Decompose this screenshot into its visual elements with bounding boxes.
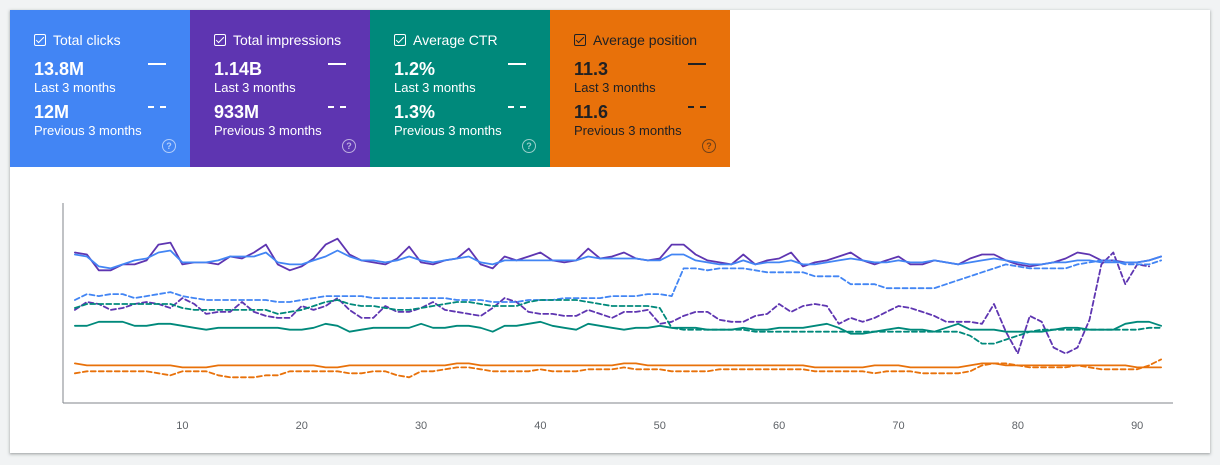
solid-line-legend-icon: [688, 63, 706, 65]
series-line-clicks-previous: [74, 259, 1162, 303]
current-value: 13.8M: [34, 59, 85, 79]
series-line-clicks-current: [74, 249, 1162, 270]
metric-card-total-impressions[interactable]: Total impressions 1.14B Last 3 months 93…: [190, 10, 370, 167]
current-period-label: Last 3 months: [34, 80, 116, 95]
x-tick-label: 50: [654, 420, 666, 432]
previous-metric: 12M Previous 3 months: [34, 102, 190, 139]
metric-title: Total clicks: [53, 32, 121, 48]
previous-metric: 933M Previous 3 months: [214, 102, 370, 139]
previous-period-label: Previous 3 months: [214, 123, 322, 138]
previous-metric: 11.6 Previous 3 months: [574, 102, 730, 139]
x-tick-label: 10: [176, 420, 188, 432]
current-metric: 13.8M Last 3 months: [34, 59, 190, 96]
checkbox-checked-icon[interactable]: [214, 34, 226, 46]
previous-value: 11.6: [574, 102, 609, 122]
x-tick-label: 30: [415, 420, 427, 432]
performance-chart[interactable]: 10 20 30 40 50 60 70 80 90: [10, 167, 1210, 453]
metric-cards: Total clicks 13.8M Last 3 months 12M Pre…: [10, 10, 730, 167]
help-icon[interactable]: ?: [522, 139, 536, 153]
current-period-label: Last 3 months: [574, 80, 656, 95]
x-tick-label: 90: [1131, 420, 1143, 432]
checkbox-checked-icon[interactable]: [34, 34, 46, 46]
help-icon[interactable]: ?: [162, 139, 176, 153]
current-metric: 11.3 Last 3 months: [574, 59, 730, 96]
metric-card-header: Total impressions: [214, 31, 370, 49]
metric-title: Average position: [593, 32, 698, 48]
metric-card-average-position[interactable]: Average position 11.3 Last 3 months 11.6…: [550, 10, 730, 167]
x-tick-label: 60: [773, 420, 785, 432]
previous-value: 933M: [214, 102, 260, 122]
previous-value: 12M: [34, 102, 70, 122]
current-metric: 1.2% Last 3 months: [394, 59, 550, 96]
solid-line-legend-icon: [508, 63, 526, 65]
series-line-position-previous: [74, 358, 1162, 379]
metric-card-header: Average CTR: [394, 31, 550, 49]
series-line-position-current: [74, 362, 1162, 369]
help-icon[interactable]: ?: [342, 139, 356, 153]
metric-title: Total impressions: [233, 32, 342, 48]
series-line-impressions-previous: [74, 251, 1150, 355]
solid-line-legend-icon: [148, 63, 166, 65]
current-period-label: Last 3 months: [214, 80, 296, 95]
x-tick-label: 70: [892, 420, 904, 432]
dashed-line-legend-icon: [328, 106, 346, 108]
series-line-ctr-current: [74, 320, 1162, 335]
previous-value: 1.3%: [394, 102, 436, 122]
previous-period-label: Previous 3 months: [574, 123, 682, 138]
metric-card-header: Average position: [574, 31, 730, 49]
current-value: 1.2%: [394, 59, 436, 79]
dashed-line-legend-icon: [148, 106, 166, 108]
metric-card-header: Total clicks: [34, 31, 190, 49]
previous-metric: 1.3% Previous 3 months: [394, 102, 550, 139]
current-value: 1.14B: [214, 59, 263, 79]
current-period-label: Last 3 months: [394, 80, 476, 95]
x-tick-label: 80: [1012, 420, 1024, 432]
previous-period-label: Previous 3 months: [34, 123, 142, 138]
series-line-impressions-current: [74, 237, 1162, 272]
dashed-line-legend-icon: [688, 106, 706, 108]
x-tick-label: 40: [534, 420, 546, 432]
metric-card-average-ctr[interactable]: Average CTR 1.2% Last 3 months 1.3% Prev…: [370, 10, 550, 167]
checkbox-checked-icon[interactable]: [574, 34, 586, 46]
metric-title: Average CTR: [413, 32, 498, 48]
solid-line-legend-icon: [328, 63, 346, 65]
performance-panel: Total clicks 13.8M Last 3 months 12M Pre…: [10, 10, 1210, 453]
dashed-line-legend-icon: [508, 106, 526, 108]
previous-period-label: Previous 3 months: [394, 123, 502, 138]
line-chart-svg: 10 20 30 40 50 60 70 80 90: [62, 203, 1173, 432]
x-tick-label: 20: [296, 420, 308, 432]
help-icon[interactable]: ?: [702, 139, 716, 153]
current-value: 11.3: [574, 59, 609, 79]
checkbox-checked-icon[interactable]: [394, 34, 406, 46]
metric-card-total-clicks[interactable]: Total clicks 13.8M Last 3 months 12M Pre…: [10, 10, 190, 167]
current-metric: 1.14B Last 3 months: [214, 59, 370, 96]
